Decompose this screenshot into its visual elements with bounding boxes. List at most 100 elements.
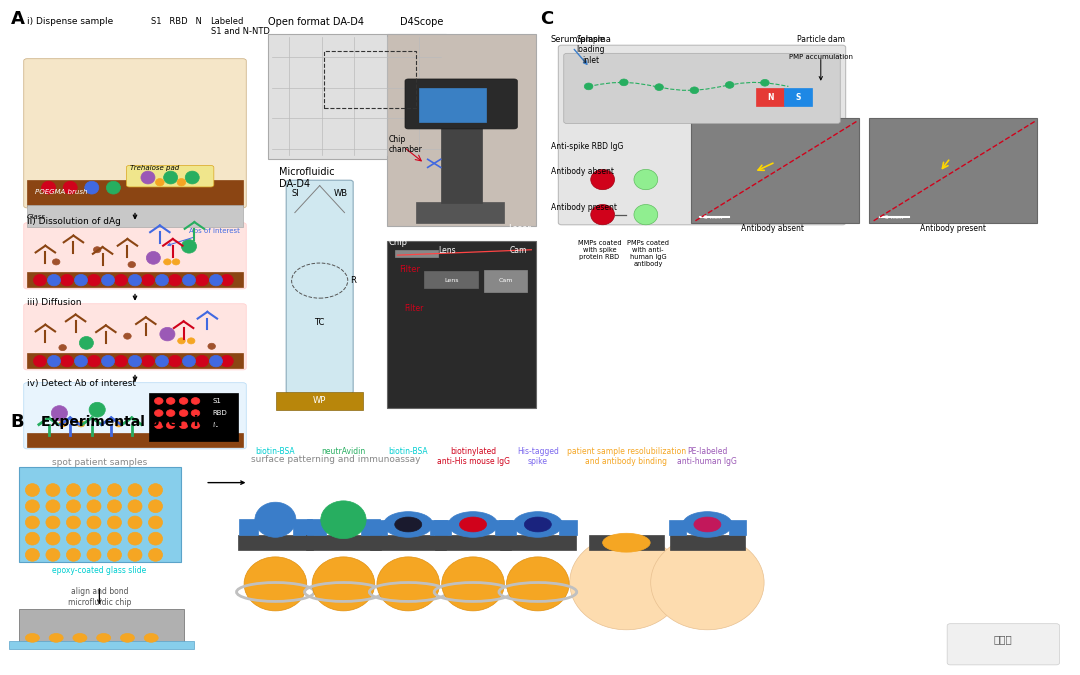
Bar — [27, 433, 243, 447]
Ellipse shape — [166, 422, 175, 429]
Text: iv) Detect Ab of interest: iv) Detect Ab of interest — [27, 379, 136, 388]
Ellipse shape — [173, 259, 180, 265]
Text: Microfluidic
DA-D4: Microfluidic DA-D4 — [279, 167, 335, 189]
Ellipse shape — [634, 169, 658, 190]
Bar — [435, 535, 511, 550]
Text: D4Scope: D4Scope — [400, 17, 443, 27]
Ellipse shape — [50, 633, 63, 643]
Bar — [395, 250, 438, 256]
Ellipse shape — [177, 338, 186, 344]
Ellipse shape — [86, 548, 102, 562]
Text: 微流控: 微流控 — [994, 634, 1013, 645]
Bar — [784, 88, 812, 106]
Bar — [149, 393, 238, 441]
Text: R: R — [350, 276, 355, 285]
Ellipse shape — [58, 344, 67, 351]
Ellipse shape — [188, 338, 194, 344]
Ellipse shape — [86, 532, 102, 545]
Text: spot patient samples: spot patient samples — [52, 458, 147, 466]
Text: Labeled
S1 and N-NTD: Labeled S1 and N-NTD — [211, 17, 270, 36]
Ellipse shape — [26, 532, 40, 545]
Ellipse shape — [220, 274, 233, 286]
Ellipse shape — [129, 548, 143, 562]
Bar — [869, 118, 1037, 223]
Ellipse shape — [168, 355, 181, 367]
FancyBboxPatch shape — [24, 59, 246, 208]
Ellipse shape — [46, 516, 60, 529]
Bar — [499, 520, 516, 535]
FancyBboxPatch shape — [24, 383, 246, 449]
FancyBboxPatch shape — [564, 53, 840, 124]
Text: align and bond
microfluidic chip: align and bond microfluidic chip — [68, 587, 131, 607]
Text: Filter: Filter — [400, 265, 420, 273]
Ellipse shape — [584, 83, 593, 90]
Ellipse shape — [127, 262, 136, 268]
Bar — [430, 520, 447, 535]
Ellipse shape — [67, 516, 81, 529]
Ellipse shape — [181, 240, 197, 253]
Ellipse shape — [166, 398, 175, 404]
Bar — [559, 520, 577, 535]
Bar — [495, 520, 512, 535]
Ellipse shape — [67, 483, 81, 497]
Text: WB: WB — [334, 189, 348, 198]
Ellipse shape — [154, 422, 163, 429]
Ellipse shape — [179, 422, 188, 429]
Ellipse shape — [114, 274, 127, 286]
Text: S1   RBD   N: S1 RBD N — [151, 17, 202, 26]
Ellipse shape — [207, 344, 216, 350]
Ellipse shape — [525, 517, 552, 532]
Bar — [307, 519, 326, 535]
Ellipse shape — [102, 274, 114, 286]
Text: Abs of interest: Abs of interest — [167, 228, 240, 246]
Ellipse shape — [48, 274, 60, 286]
Text: Filter: Filter — [404, 304, 423, 313]
Ellipse shape — [87, 274, 100, 286]
Ellipse shape — [154, 398, 163, 404]
Text: patient sample resolubilization
and antibody binding: patient sample resolubilization and anti… — [567, 447, 686, 466]
Text: Trehalose pad: Trehalose pad — [130, 165, 179, 171]
Ellipse shape — [48, 355, 60, 367]
Text: Cam: Cam — [510, 246, 527, 255]
Ellipse shape — [107, 500, 121, 513]
Ellipse shape — [107, 548, 121, 562]
Text: N: N — [767, 92, 773, 102]
FancyBboxPatch shape — [558, 45, 846, 225]
Ellipse shape — [129, 516, 143, 529]
Ellipse shape — [129, 532, 143, 545]
Text: Antibody present: Antibody present — [919, 224, 986, 233]
Bar — [729, 520, 746, 535]
Ellipse shape — [87, 355, 100, 367]
Ellipse shape — [107, 483, 121, 497]
Ellipse shape — [195, 355, 208, 367]
Text: C: C — [540, 10, 553, 28]
Text: biotin-BSA: biotin-BSA — [389, 447, 428, 456]
Text: Lens: Lens — [444, 277, 459, 283]
Ellipse shape — [85, 182, 99, 194]
Ellipse shape — [156, 355, 168, 367]
Text: ii) Dissolution of dAg: ii) Dissolution of dAg — [27, 217, 121, 226]
Ellipse shape — [129, 355, 141, 367]
Ellipse shape — [726, 82, 734, 88]
Ellipse shape — [255, 502, 296, 537]
Bar — [484, 270, 527, 292]
Ellipse shape — [156, 274, 168, 286]
Ellipse shape — [26, 500, 40, 513]
Text: POEGMA brush: POEGMA brush — [35, 189, 87, 194]
Ellipse shape — [683, 512, 732, 537]
Text: A: A — [11, 10, 25, 28]
Text: Open format DA-D4: Open format DA-D4 — [268, 17, 364, 27]
Ellipse shape — [166, 410, 175, 416]
Bar — [19, 609, 184, 644]
Ellipse shape — [183, 355, 195, 367]
Ellipse shape — [603, 533, 650, 552]
FancyBboxPatch shape — [286, 180, 353, 394]
Ellipse shape — [148, 516, 162, 529]
Text: epoxy-coated glass slide: epoxy-coated glass slide — [52, 566, 147, 574]
Text: Sample
loading
inlet: Sample loading inlet — [577, 35, 605, 65]
Ellipse shape — [210, 274, 222, 286]
Ellipse shape — [33, 274, 46, 286]
Ellipse shape — [26, 516, 40, 529]
Ellipse shape — [107, 516, 121, 529]
Ellipse shape — [154, 410, 163, 416]
